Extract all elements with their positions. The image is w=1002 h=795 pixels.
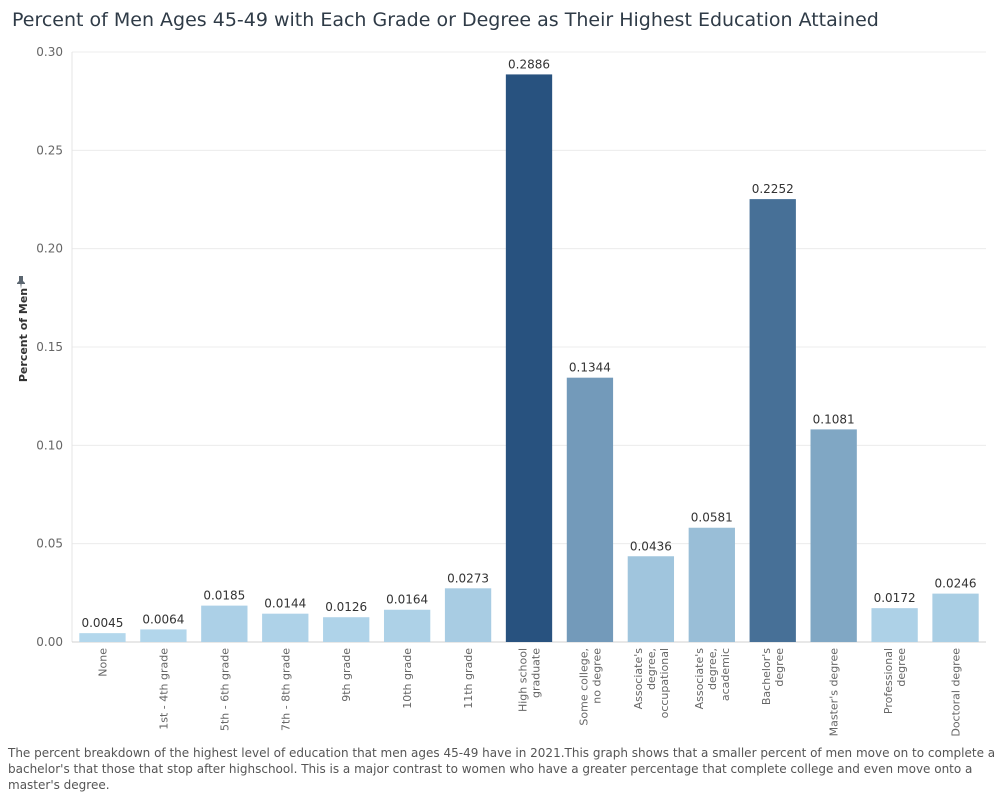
- x-tick-label-line: 9th grade: [340, 648, 353, 702]
- bar[interactable]: [688, 527, 735, 642]
- x-tick-label-line: Some college,: [577, 648, 590, 726]
- x-tick-label-line: High school: [517, 648, 530, 712]
- chart-title: Percent of Men Ages 45-49 with Each Grad…: [12, 9, 879, 31]
- x-tick-label-line: None: [96, 648, 109, 677]
- bar[interactable]: [627, 556, 675, 642]
- bar[interactable]: [749, 199, 796, 643]
- bar[interactable]: [140, 629, 187, 642]
- data-label: 0.0126: [325, 600, 367, 614]
- bar[interactable]: [810, 429, 857, 642]
- bar[interactable]: [262, 613, 309, 642]
- x-tick-label-line: Professional: [882, 648, 895, 714]
- x-tick-label-line: 1st - 4th grade: [157, 648, 170, 730]
- bar[interactable]: [323, 617, 370, 642]
- x-tick-label-line: degree: [773, 648, 786, 687]
- x-tick-label-line: occupational: [658, 648, 671, 718]
- x-tick-label: 11th grade: [462, 648, 475, 709]
- x-tick-label-line: degree,: [706, 648, 719, 690]
- data-label: 0.0144: [264, 597, 306, 611]
- data-labels: 0.0045 0.0064 0.0185 0.0144 0.0126 0.0164 0.02…: [81, 57, 976, 630]
- data-label: 0.1081: [813, 412, 855, 426]
- data-label: 0.0164: [386, 593, 428, 607]
- y-tick-label: 0.25: [36, 143, 63, 157]
- y-axis-ticks: 0.00 0.05 0.10 0.15 0.20 0.25 0.30: [36, 45, 63, 649]
- x-tick-label: Doctoral degree: [950, 648, 963, 737]
- data-label: 0.0436: [630, 539, 672, 553]
- x-tick-label: Professional degree: [882, 648, 908, 714]
- data-label: 0.2886: [508, 57, 550, 71]
- bar[interactable]: [444, 588, 492, 642]
- x-tick-label: Bachelor's degree: [760, 648, 786, 705]
- bars: [79, 74, 979, 643]
- data-label: 0.0246: [935, 577, 977, 591]
- x-axis-labels: None 1st - 4th grade 5th - 6th grade 7th - …: [96, 648, 962, 737]
- bar[interactable]: [566, 377, 614, 642]
- y-tick-label: 0.10: [36, 438, 63, 452]
- data-label: 0.0045: [81, 616, 123, 630]
- x-tick-label-line: no degree: [590, 648, 603, 704]
- x-tick-label: Some college, no degree: [577, 648, 603, 726]
- x-tick-label-line: Associate's: [693, 648, 706, 710]
- x-tick-label: Associate's degree, occupational: [632, 648, 671, 719]
- x-tick-label-line: 7th - 8th grade: [279, 648, 292, 731]
- data-label: 0.0172: [874, 591, 916, 605]
- x-tick-label: Master's degree: [828, 648, 841, 737]
- x-tick-label: None: [96, 648, 109, 677]
- bar[interactable]: [79, 633, 126, 642]
- x-tick-label-line: graduate: [530, 648, 543, 698]
- bar[interactable]: [932, 593, 979, 642]
- bar[interactable]: [871, 608, 918, 642]
- data-label: 0.2252: [752, 182, 794, 196]
- y-axis-title: Percent of Men: [17, 288, 30, 382]
- x-tick-label: 10th grade: [401, 648, 414, 709]
- x-tick-label: Associate's degree, academic: [693, 648, 732, 710]
- data-label: 0.0581: [691, 511, 733, 525]
- data-label: 0.0273: [447, 571, 489, 585]
- bar[interactable]: [383, 609, 431, 642]
- bar[interactable]: [201, 605, 248, 642]
- x-tick-label: 1st - 4th grade: [157, 648, 170, 730]
- y-tick-label: 0.05: [36, 537, 63, 551]
- pin-icon[interactable]: [17, 276, 25, 289]
- x-tick-label-line: degree,: [645, 648, 658, 690]
- x-tick-label-line: 5th - 6th grade: [218, 648, 231, 731]
- x-tick-label-line: Bachelor's: [760, 648, 773, 705]
- y-tick-label: 0.20: [36, 242, 63, 256]
- x-tick-label-line: 10th grade: [401, 648, 414, 709]
- x-tick-label: 5th - 6th grade: [218, 648, 231, 731]
- data-label: 0.1344: [569, 361, 611, 375]
- y-tick-label: 0.15: [36, 340, 63, 354]
- x-tick-label-line: academic: [719, 648, 732, 701]
- y-axis-title-group: Percent of Men: [17, 276, 30, 382]
- x-tick-label: High school graduate: [517, 648, 543, 712]
- data-label: 0.0185: [203, 589, 245, 603]
- x-tick-label-line: degree: [895, 648, 908, 687]
- x-tick-label-line: Master's degree: [828, 648, 841, 737]
- x-tick-label-line: Doctoral degree: [950, 648, 963, 737]
- y-tick-label: 0.00: [36, 635, 63, 649]
- chart-caption: The percent breakdown of the highest lev…: [8, 746, 996, 792]
- y-tick-label: 0.30: [36, 45, 63, 59]
- x-tick-label: 7th - 8th grade: [279, 648, 292, 731]
- x-tick-label-line: Associate's: [632, 648, 645, 710]
- x-tick-label: 9th grade: [340, 648, 353, 702]
- data-label: 0.0064: [142, 612, 184, 626]
- bar[interactable]: [505, 74, 553, 643]
- x-tick-label-line: 11th grade: [462, 648, 475, 709]
